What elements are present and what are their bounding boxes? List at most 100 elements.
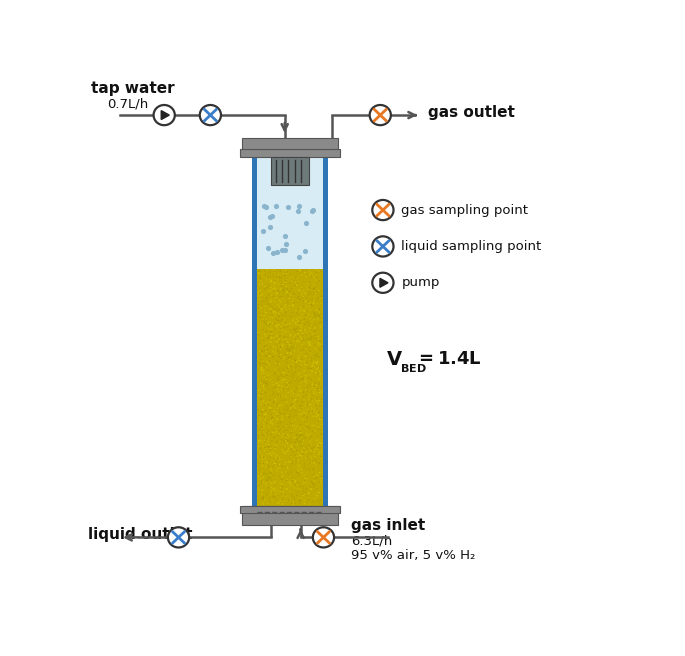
Point bbox=[313, 383, 324, 394]
Point bbox=[310, 384, 321, 394]
Point bbox=[262, 483, 273, 493]
Point bbox=[315, 266, 326, 277]
Point bbox=[283, 361, 294, 371]
Point bbox=[304, 339, 315, 350]
Point bbox=[288, 299, 299, 310]
Point bbox=[256, 349, 267, 359]
Point bbox=[299, 306, 310, 316]
Point bbox=[281, 306, 292, 317]
Point bbox=[290, 317, 301, 327]
Point bbox=[282, 377, 292, 388]
Point bbox=[266, 436, 277, 446]
Point bbox=[313, 306, 324, 316]
Point bbox=[306, 458, 317, 468]
Point bbox=[277, 431, 288, 441]
Point bbox=[260, 437, 271, 447]
Point bbox=[258, 410, 269, 420]
Point bbox=[253, 268, 264, 278]
Point bbox=[303, 303, 314, 314]
Point bbox=[265, 472, 276, 483]
Point bbox=[303, 337, 314, 348]
Point bbox=[312, 396, 323, 407]
Point bbox=[313, 314, 324, 324]
Point bbox=[255, 359, 266, 369]
Point bbox=[253, 266, 264, 276]
Point bbox=[312, 441, 323, 451]
Point bbox=[305, 318, 316, 329]
Point bbox=[273, 269, 284, 279]
Point bbox=[295, 482, 306, 492]
Point bbox=[308, 400, 319, 411]
Point bbox=[292, 439, 303, 449]
Point bbox=[268, 487, 279, 498]
Point bbox=[297, 430, 308, 441]
Point bbox=[310, 403, 321, 413]
Point bbox=[272, 375, 283, 385]
Point bbox=[285, 348, 296, 358]
Point bbox=[314, 312, 325, 322]
Point bbox=[284, 469, 295, 480]
Point bbox=[281, 491, 292, 501]
Point bbox=[266, 304, 277, 314]
Point bbox=[256, 468, 266, 479]
Point bbox=[310, 266, 321, 277]
Point bbox=[284, 476, 295, 487]
Point bbox=[290, 403, 301, 413]
Point bbox=[305, 339, 316, 350]
Point bbox=[295, 266, 306, 276]
Point bbox=[301, 218, 312, 229]
Point bbox=[264, 408, 275, 419]
Point bbox=[279, 279, 290, 290]
Point bbox=[308, 482, 319, 492]
Point bbox=[266, 403, 277, 413]
Point bbox=[293, 291, 304, 302]
Point bbox=[253, 287, 264, 297]
Point bbox=[253, 405, 264, 415]
Point bbox=[254, 495, 265, 505]
Point bbox=[290, 453, 301, 463]
Point bbox=[271, 489, 282, 499]
Point bbox=[282, 438, 293, 448]
Point bbox=[312, 277, 323, 287]
Point bbox=[297, 319, 308, 330]
Point bbox=[260, 307, 271, 318]
Point bbox=[308, 285, 319, 296]
Point bbox=[280, 308, 291, 318]
Point bbox=[277, 340, 288, 350]
Point bbox=[286, 440, 297, 451]
Point bbox=[299, 365, 310, 376]
Point bbox=[263, 333, 274, 344]
Point bbox=[261, 307, 272, 318]
Point bbox=[313, 457, 324, 468]
Point bbox=[258, 404, 269, 415]
Point bbox=[316, 394, 327, 404]
Point bbox=[263, 497, 274, 507]
Point bbox=[305, 314, 316, 324]
Point bbox=[299, 474, 310, 484]
Point bbox=[286, 377, 297, 387]
Point bbox=[316, 438, 327, 449]
Point bbox=[301, 483, 312, 494]
Point bbox=[297, 411, 308, 422]
Point bbox=[288, 430, 299, 440]
Point bbox=[262, 461, 273, 471]
Point bbox=[278, 409, 289, 419]
Point bbox=[263, 272, 274, 283]
Point bbox=[290, 374, 301, 384]
Point bbox=[265, 297, 276, 308]
Point bbox=[279, 404, 290, 415]
Point bbox=[264, 332, 275, 342]
Point bbox=[279, 270, 290, 281]
Point bbox=[281, 281, 292, 292]
Point bbox=[273, 292, 284, 302]
Point bbox=[274, 292, 285, 302]
Point bbox=[316, 386, 327, 397]
Point bbox=[280, 239, 291, 249]
Point bbox=[280, 430, 291, 441]
Point bbox=[300, 310, 311, 321]
Point bbox=[270, 364, 281, 375]
Point bbox=[260, 409, 271, 419]
Point bbox=[308, 295, 319, 306]
Point bbox=[264, 317, 275, 327]
Point bbox=[262, 272, 273, 282]
